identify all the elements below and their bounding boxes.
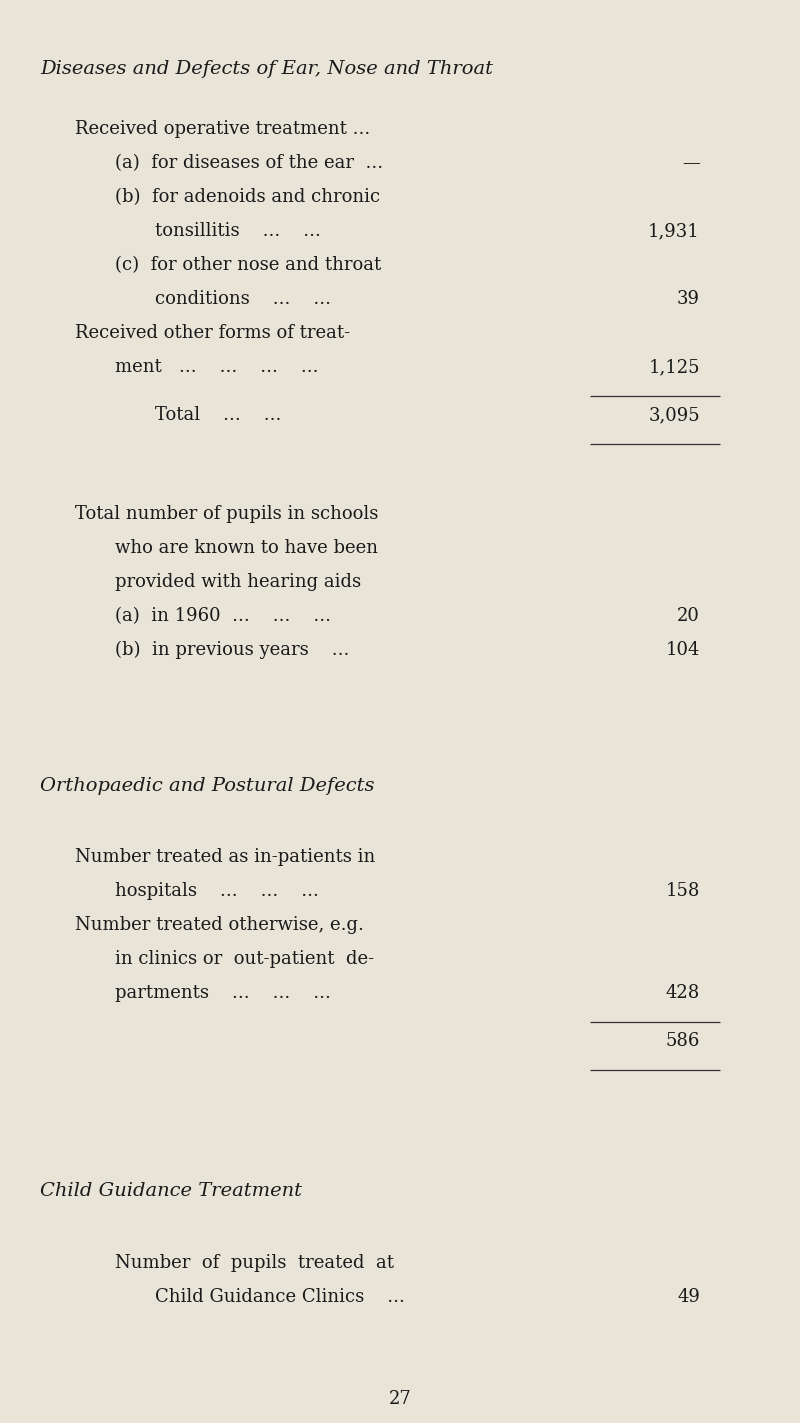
Text: Number  of  pupils  treated  at: Number of pupils treated at bbox=[115, 1254, 394, 1272]
Text: Orthopaedic and Postural Defects: Orthopaedic and Postural Defects bbox=[40, 777, 374, 795]
Text: provided with hearing aids: provided with hearing aids bbox=[115, 573, 361, 591]
Text: Number treated as in-patients in: Number treated as in-patients in bbox=[75, 848, 375, 867]
Text: 39: 39 bbox=[677, 290, 700, 307]
Text: (c)  for other nose and throat: (c) for other nose and throat bbox=[115, 256, 382, 275]
Text: Total number of pupils in schools: Total number of pupils in schools bbox=[75, 505, 378, 524]
Text: 3,095: 3,095 bbox=[648, 406, 700, 424]
Text: Child Guidance Treatment: Child Guidance Treatment bbox=[40, 1183, 302, 1201]
Text: 104: 104 bbox=[666, 640, 700, 659]
Text: (a)  in 1960  ...    ...    ...: (a) in 1960 ... ... ... bbox=[115, 608, 331, 625]
Text: 158: 158 bbox=[666, 882, 700, 901]
Text: hospitals    ...    ...    ...: hospitals ... ... ... bbox=[115, 882, 319, 901]
Text: Received other forms of treat-: Received other forms of treat- bbox=[75, 324, 350, 342]
Text: Child Guidance Clinics    ...: Child Guidance Clinics ... bbox=[155, 1288, 405, 1306]
Text: Number treated otherwise, e.g.: Number treated otherwise, e.g. bbox=[75, 916, 364, 935]
Text: 428: 428 bbox=[666, 985, 700, 1002]
Text: tonsillitis    ...    ...: tonsillitis ... ... bbox=[155, 222, 321, 240]
Text: ment   ...    ...    ...    ...: ment ... ... ... ... bbox=[115, 359, 318, 376]
Text: Received operative treatment ...: Received operative treatment ... bbox=[75, 120, 370, 138]
Text: —: — bbox=[682, 154, 700, 172]
Text: conditions    ...    ...: conditions ... ... bbox=[155, 290, 331, 307]
Text: 49: 49 bbox=[677, 1288, 700, 1306]
Text: (a)  for diseases of the ear  ...: (a) for diseases of the ear ... bbox=[115, 154, 383, 172]
Text: Diseases and Defects of Ear, Nose and Throat: Diseases and Defects of Ear, Nose and Th… bbox=[40, 60, 493, 78]
Text: who are known to have been: who are known to have been bbox=[115, 539, 378, 556]
Text: partments    ...    ...    ...: partments ... ... ... bbox=[115, 985, 331, 1002]
Text: 1,931: 1,931 bbox=[648, 222, 700, 240]
Text: 586: 586 bbox=[666, 1033, 700, 1050]
Text: (b)  in previous years    ...: (b) in previous years ... bbox=[115, 640, 350, 659]
Text: 20: 20 bbox=[677, 608, 700, 625]
Text: 1,125: 1,125 bbox=[649, 359, 700, 376]
Text: 27: 27 bbox=[389, 1390, 411, 1407]
Text: in clinics or  out-patient  de-: in clinics or out-patient de- bbox=[115, 951, 374, 969]
Text: Total    ...    ...: Total ... ... bbox=[155, 406, 282, 424]
Text: (b)  for adenoids and chronic: (b) for adenoids and chronic bbox=[115, 188, 380, 206]
